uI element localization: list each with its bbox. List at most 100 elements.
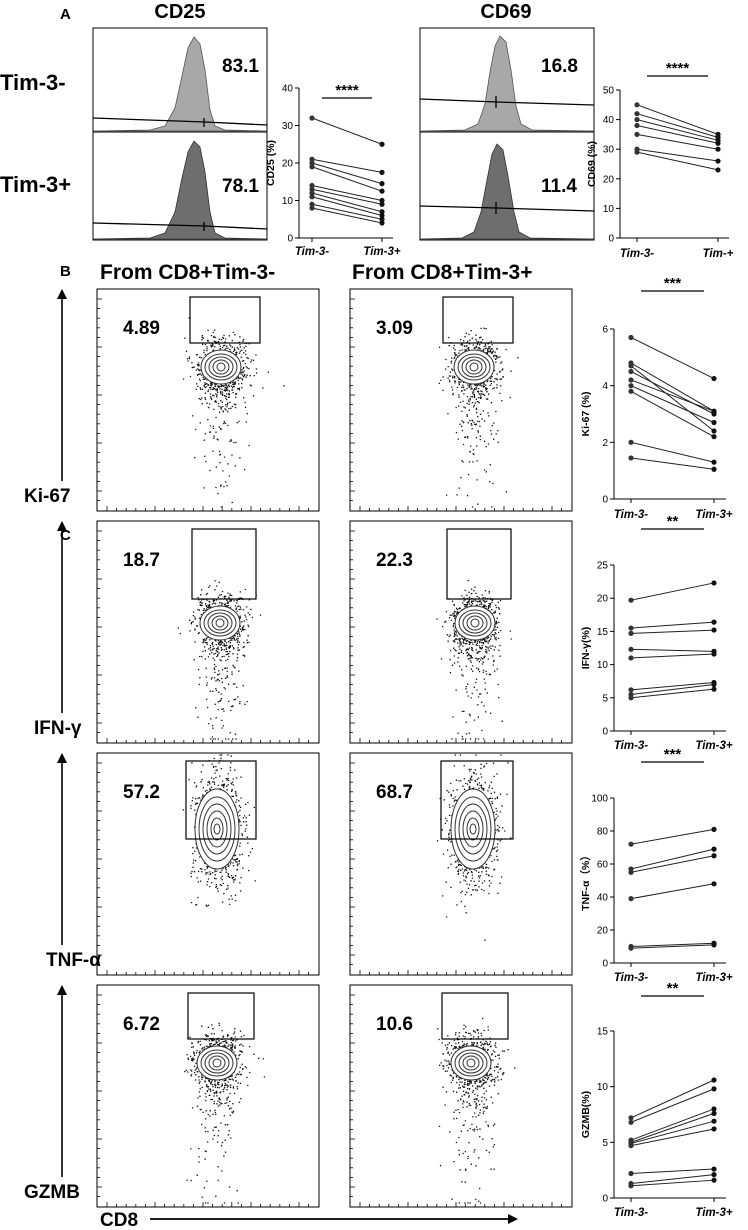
point-tim3-pos: [711, 434, 717, 440]
y-tick-label: 10: [282, 196, 294, 207]
point-tim3-pos: [379, 216, 385, 222]
point-tim3-neg: [634, 117, 640, 123]
y-tick-label: 0: [602, 1194, 608, 1205]
row-label-tim3-neg: Tim-3-: [0, 70, 66, 95]
flow-plot-frame: [349, 288, 573, 512]
significance-stars: ****: [335, 82, 359, 99]
point-tim3-neg: [628, 646, 634, 652]
header-from-tim3-pos: From CD8+Tim-3+: [352, 261, 533, 284]
contour-ring: [461, 356, 487, 378]
header-from-tim3-neg: From CD8+Tim-3-: [100, 261, 275, 284]
y-axis-arrowhead-3: [57, 985, 67, 995]
y-tick-label: 30: [282, 121, 294, 132]
pair-line: [630, 1179, 715, 1187]
contour-ring: [208, 356, 234, 378]
pair-line: [630, 1120, 715, 1144]
contour-ring: [211, 615, 229, 631]
flow-plot-frame: [349, 984, 573, 1208]
paired-chart-0: 0 10 20 30 40 CD25 (%) Tim-3- Tim-3+ ****: [265, 82, 401, 258]
contour-ring: [196, 1045, 238, 1081]
point-tim3-pos: [711, 419, 717, 426]
contour-ring: [465, 359, 483, 375]
point-tim3-neg: [628, 597, 634, 603]
gate-percentage: 22.3: [376, 550, 413, 571]
pair-line: [636, 151, 719, 171]
point-tim3-pos: [379, 201, 385, 207]
point-tim3-pos: [379, 197, 385, 204]
point-tim3-neg: [628, 687, 634, 693]
pair-line: [311, 188, 383, 205]
cd25-histogram-box-bottom: [92, 131, 268, 241]
contour-ring: [213, 823, 221, 835]
y-tick-label: 40: [603, 115, 615, 126]
contour-ring: [469, 362, 479, 372]
cd69-histogram-tim3-pos: [419, 143, 595, 240]
point-tim3-neg: [628, 363, 634, 369]
y-tick-label: 50: [603, 86, 615, 97]
point-tim3-pos: [711, 466, 717, 472]
contour-ring: [457, 353, 491, 381]
contour-ring: [212, 359, 230, 375]
category-label-tim3-neg: Tim-3-: [614, 740, 648, 752]
flow-plot-r1-c1: 22.3: [349, 520, 573, 744]
point-tim3-pos: [711, 375, 717, 382]
y-tick-label: 0: [602, 727, 608, 738]
cd69-value-tim3-pos: 11.4: [541, 176, 577, 197]
marker-label-3: GZMB: [24, 1182, 80, 1203]
cd25-gate-bottom: [92, 222, 268, 231]
point-tim3-neg: [628, 1143, 634, 1149]
panel-letter-c: C: [60, 527, 71, 544]
flow-dots: [177, 580, 262, 740]
point-tim3-neg: [628, 1115, 634, 1121]
panel-letter-a: A: [60, 6, 71, 23]
category-label-tim3-neg: Tim-3-: [614, 509, 648, 521]
pair-line: [311, 117, 383, 145]
cd69-histogram-box-bottom: [419, 131, 595, 241]
gate-percentage: 3.09: [376, 318, 413, 339]
point-tim3-neg: [628, 945, 634, 951]
paired-chart-2: 0 2 4 6 Ki-67 (%) Tim-3- Tim-3+ ***: [580, 275, 733, 521]
point-tim3-pos: [711, 686, 717, 692]
y-tick-label: 20: [282, 159, 294, 170]
point-tim3-pos: [711, 1086, 717, 1092]
pair-line: [630, 653, 715, 659]
pair-line: [630, 1079, 715, 1119]
y-tick-label: 20: [603, 174, 615, 185]
point-tim3-pos: [711, 459, 717, 465]
gate-percentage: 4.89: [123, 318, 160, 339]
point-tim3-neg: [628, 896, 634, 902]
significance-stars: **: [667, 513, 679, 530]
point-tim3-neg: [309, 201, 315, 207]
point-tim3-pos: [379, 220, 385, 226]
category-label-tim3-pos: Tim-3+: [363, 246, 400, 258]
y-axis-label: GZMB(%): [580, 1091, 592, 1138]
y-tick-label: 10: [597, 660, 609, 671]
contour-ring: [470, 618, 480, 628]
pair-line: [630, 441, 715, 463]
gate-box: [440, 760, 514, 840]
point-tim3-neg: [309, 115, 315, 121]
contour-ring: [466, 817, 480, 841]
y-axis-arrowhead-1: [57, 521, 67, 531]
pair-line: [630, 582, 715, 601]
flow-plot-frame: [96, 752, 320, 976]
point-tim3-neg: [309, 156, 315, 162]
contour-ring: [203, 609, 237, 637]
point-tim3-pos: [711, 651, 717, 657]
marker-label-0: Ki-67: [24, 486, 70, 507]
pair-line: [636, 104, 719, 135]
y-tick-label: 5: [602, 693, 608, 704]
point-tim3-neg: [634, 122, 640, 129]
marker-label-2: TNF-α: [46, 950, 101, 971]
point-tim3-neg: [628, 655, 634, 661]
contour-ring: [458, 609, 492, 637]
point-tim3-pos: [379, 169, 385, 175]
gate-percentage: 57.2: [123, 782, 160, 803]
pair-line: [630, 385, 715, 423]
contour-ring: [194, 788, 240, 870]
pair-line: [630, 682, 715, 691]
pair-line: [630, 362, 715, 412]
contour-ring: [458, 803, 488, 855]
pair-line: [630, 390, 715, 438]
flow-plot-frame: [349, 752, 573, 976]
